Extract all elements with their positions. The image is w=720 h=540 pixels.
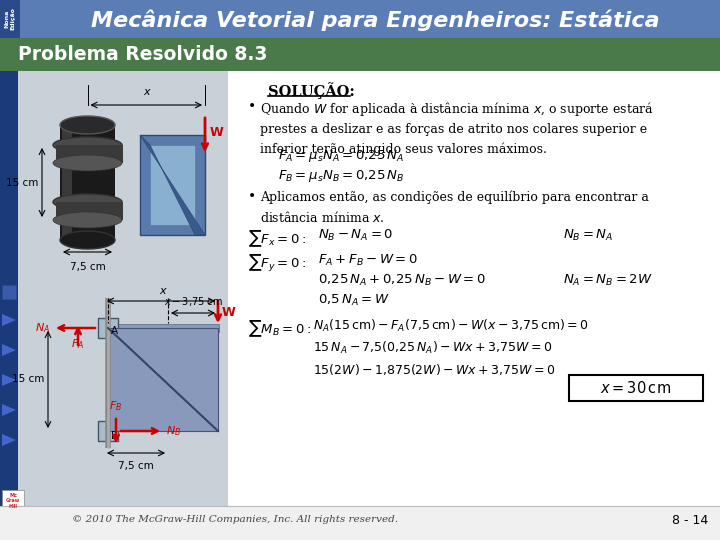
Text: 8 - 14: 8 - 14 <box>672 514 708 526</box>
Text: x: x <box>160 286 166 296</box>
Text: $N_A$: $N_A$ <box>35 321 50 335</box>
Bar <box>60 125 115 240</box>
Polygon shape <box>140 135 205 235</box>
Text: x: x <box>143 87 150 97</box>
Text: 15 cm: 15 cm <box>6 178 38 187</box>
Text: 15 cm: 15 cm <box>12 375 44 384</box>
Text: $F_A = \mu_s N_A = 0{,}25\,N_A$: $F_A = \mu_s N_A = 0{,}25\,N_A$ <box>278 148 405 164</box>
Ellipse shape <box>53 212 122 228</box>
Bar <box>0 38 720 71</box>
Ellipse shape <box>53 194 122 210</box>
Text: $F_B$: $F_B$ <box>109 399 122 413</box>
Bar <box>98 318 118 338</box>
Bar <box>104 324 219 332</box>
Text: $N_A = N_B = 2W$: $N_A = N_B = 2W$ <box>563 273 653 288</box>
Ellipse shape <box>53 137 122 153</box>
Bar <box>0 71 228 540</box>
Text: Mc
Graw
Hill: Mc Graw Hill <box>6 492 20 509</box>
Text: 7,5 cm: 7,5 cm <box>70 262 105 272</box>
Ellipse shape <box>60 231 115 249</box>
Polygon shape <box>140 135 205 235</box>
Ellipse shape <box>60 116 115 134</box>
Text: $\sum F_x = 0:$: $\sum F_x = 0:$ <box>248 228 306 249</box>
Polygon shape <box>2 374 16 386</box>
Polygon shape <box>108 328 218 431</box>
Text: $0{,}5\,N_A = W$: $0{,}5\,N_A = W$ <box>318 293 390 308</box>
Polygon shape <box>2 404 16 416</box>
Bar <box>2 490 24 512</box>
Text: $15(2W) - 1{,}875(2W) - Wx + 3{,}75W = 0$: $15(2W) - 1{,}875(2W) - Wx + 3{,}75W = 0… <box>313 362 555 377</box>
Text: $x = 30\,\mathrm{cm}$: $x = 30\,\mathrm{cm}$ <box>600 380 672 396</box>
Text: $N_B$: $N_B$ <box>166 424 181 438</box>
Text: SOLUÇÃO:: SOLUÇÃO: <box>268 82 355 99</box>
Text: $\sum F_y = 0:$: $\sum F_y = 0:$ <box>248 253 306 274</box>
Bar <box>56 145 123 163</box>
Text: Quando $W$ for aplicada à distância mínima $x$, o suporte estará
prestes a desli: Quando $W$ for aplicada à distância míni… <box>260 100 654 156</box>
Text: W: W <box>222 307 235 320</box>
FancyBboxPatch shape <box>569 375 703 401</box>
Bar <box>62 125 72 240</box>
Polygon shape <box>2 434 16 446</box>
Polygon shape <box>2 314 16 326</box>
Text: $\sum M_B = 0:$: $\sum M_B = 0:$ <box>248 318 311 339</box>
Text: $N_B = N_A$: $N_B = N_A$ <box>563 228 613 243</box>
Text: $x - 3{,}75$ cm: $x - 3{,}75$ cm <box>163 295 222 308</box>
Text: $0{,}25\,N_A + 0{,}25\,N_B - W = 0$: $0{,}25\,N_A + 0{,}25\,N_B - W = 0$ <box>318 273 486 288</box>
Text: $F_B = \mu_s N_B = 0{,}25\,N_B$: $F_B = \mu_s N_B = 0{,}25\,N_B$ <box>278 168 405 184</box>
Text: •: • <box>248 190 256 204</box>
Text: © 2010 The McGraw-Hill Companies, Inc. All rights reserved.: © 2010 The McGraw-Hill Companies, Inc. A… <box>72 516 398 524</box>
Polygon shape <box>2 344 16 356</box>
Text: $N_B - N_A = 0$: $N_B - N_A = 0$ <box>318 228 393 243</box>
Text: A: A <box>111 326 118 336</box>
Text: W: W <box>210 125 224 138</box>
Bar <box>0 0 20 38</box>
Text: •: • <box>248 100 256 114</box>
Bar <box>0 507 720 540</box>
Text: Nona
Edição: Nona Edição <box>4 8 15 30</box>
Text: Problema Resolvido 8.3: Problema Resolvido 8.3 <box>18 45 268 64</box>
Text: $15\,N_A - 7{,}5(0{,}25\,N_A) - Wx + 3{,}75W = 0$: $15\,N_A - 7{,}5(0{,}25\,N_A) - Wx + 3{,… <box>313 340 552 356</box>
Text: $F_A$: $F_A$ <box>71 337 84 351</box>
Text: 7,5 cm: 7,5 cm <box>118 461 154 471</box>
Text: $F_A + F_B - W = 0$: $F_A + F_B - W = 0$ <box>318 253 418 268</box>
Bar <box>2 285 16 299</box>
Bar <box>56 202 123 220</box>
Text: $N_A(15\,\mathrm{cm}) - F_A(7{,}5\,\mathrm{cm}) - W(x - 3{,}75\,\mathrm{cm}) = 0: $N_A(15\,\mathrm{cm}) - F_A(7{,}5\,\math… <box>313 318 588 334</box>
Bar <box>98 421 118 441</box>
Text: B: B <box>111 431 118 441</box>
Text: Aplicamos então, as condições de equilíbrio para encontrar a
distância mínima $x: Aplicamos então, as condições de equilíb… <box>260 190 649 225</box>
Bar <box>18 75 228 270</box>
Text: Mecânica Vetorial para Engenheiros: Estática: Mecânica Vetorial para Engenheiros: Está… <box>91 9 660 31</box>
Bar <box>0 71 18 508</box>
Polygon shape <box>150 145 195 225</box>
Ellipse shape <box>53 155 122 171</box>
Bar <box>0 0 720 38</box>
